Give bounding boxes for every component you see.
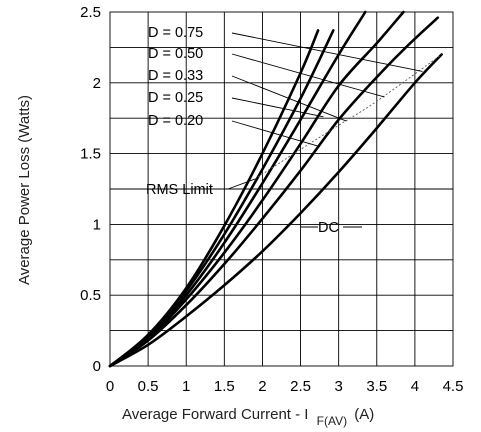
x-tick-label: 3 — [334, 378, 342, 395]
x-tick-label: 0.5 — [138, 378, 159, 395]
duty-cycle-label: D = 0.50 — [148, 46, 203, 62]
duty-cycle-label: D = 0.75 — [148, 25, 203, 41]
duty-cycle-leader-line — [231, 97, 324, 118]
y-tick-label: 1 — [93, 216, 101, 233]
dc-label: DC — [318, 220, 339, 236]
x-axis-title-unit: (A) — [354, 406, 374, 423]
curve-d-0-50 — [108, 10, 405, 368]
annotations: D = 0.75 D = 0.50 D = 0.33 D = 0.25 D = 0.20… — [136, 25, 423, 236]
curve-dc — [108, 53, 443, 368]
rms-limit-label: RMS Limit — [146, 182, 213, 198]
duty-cycle-label: D = 0.20 — [148, 113, 203, 129]
duty-cycle-label: D = 0.33 — [148, 68, 203, 84]
rms-limit-line — [254, 54, 442, 180]
duty-cycle-leader-line — [231, 120, 320, 147]
x-axis-title-main: Average Forward Current - I — [122, 406, 308, 423]
x-tick-label: 4 — [411, 378, 419, 395]
rms-limit-leader-right — [227, 178, 255, 190]
x-tick-label: 2.5 — [290, 378, 311, 395]
x-tick-label: 4.5 — [443, 378, 464, 395]
y-tick-label: 1.5 — [80, 146, 101, 163]
duty-cycle-leader-line — [231, 32, 423, 72]
y-tick-label: 2.5 — [80, 4, 101, 21]
y-tick-label: 2 — [93, 75, 101, 92]
duty-cycle-leader-line — [231, 75, 347, 122]
duty-cycle-label: D = 0.25 — [148, 90, 203, 106]
x-tick-label: 1 — [182, 378, 190, 395]
x-tick-label: 1.5 — [214, 378, 235, 395]
tick-labels: 0 0.5 1 1.5 2 2.5 3 3.5 4 4.5 0 0.5 1 1.5 2 2.5 — [80, 4, 463, 395]
y-tick-label: 0 — [93, 358, 101, 375]
x-tick-label: 0 — [106, 378, 114, 395]
duty-cycle-leader-line — [231, 53, 385, 98]
y-axis-title: Average Power Loss (Watts) — [16, 95, 33, 285]
x-tick-label: 3.5 — [366, 378, 387, 395]
y-tick-label: 0.5 — [80, 287, 101, 304]
curve-d-0-75 — [108, 16, 440, 368]
x-tick-label: 2 — [258, 378, 266, 395]
x-axis-title-subscript: F(AV) — [317, 414, 347, 428]
x-axis-title: Average Forward Current - I F(AV) (A) — [122, 406, 374, 429]
